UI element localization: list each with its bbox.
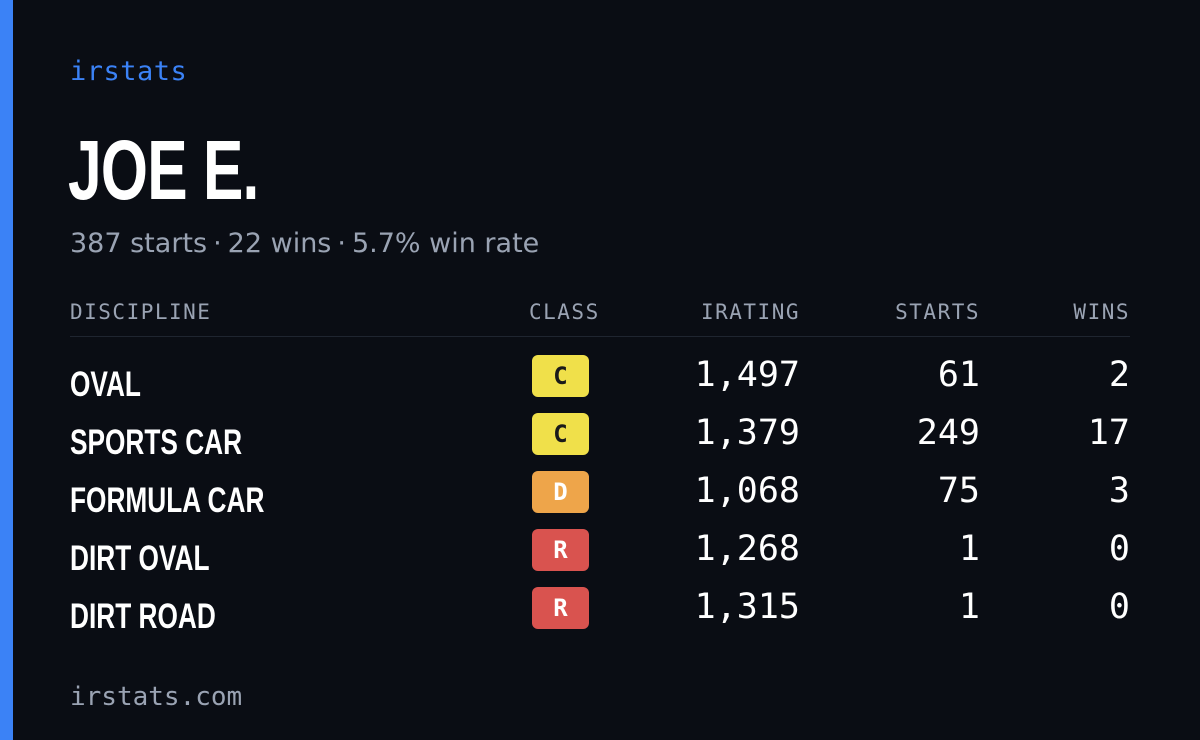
irating-value: 1,268 xyxy=(694,529,800,569)
class-badge: D xyxy=(532,471,589,513)
starts-value: 1 xyxy=(958,587,980,627)
table-row: DIRT OVAL R 1,268 1 0 xyxy=(70,527,1130,585)
table-row: DIRT ROAD R 1,315 1 0 xyxy=(70,585,1130,643)
starts-value: 61 xyxy=(937,355,980,395)
starts-value: 1 xyxy=(958,529,980,569)
wins-value: 17 xyxy=(1087,413,1130,453)
table-row: FORMULA CAR D 1,068 75 3 xyxy=(70,469,1130,527)
player-name: JOE E. xyxy=(68,123,259,217)
header-class: CLASS xyxy=(529,300,600,324)
wins-value: 0 xyxy=(1108,587,1130,627)
summary-separator: · xyxy=(337,228,346,259)
starts-value: 249 xyxy=(916,413,980,453)
summary-separator: · xyxy=(213,228,222,259)
irating-value: 1,379 xyxy=(694,413,800,453)
header-wins: WINS xyxy=(1073,300,1130,324)
discipline-name: DIRT OVAL xyxy=(70,539,210,578)
header-irating: IRATING xyxy=(700,300,800,324)
discipline-name: SPORTS CAR xyxy=(70,423,243,462)
summary-starts: 387 starts xyxy=(70,228,208,259)
stats-table: DISCIPLINE CLASS IRATING STARTS WINS OVA… xyxy=(70,298,1130,643)
class-badge: R xyxy=(532,529,589,571)
summary-win-rate: 5.7% win rate xyxy=(351,228,540,259)
discipline-name: OVAL xyxy=(70,365,141,404)
brand-logo: irstats xyxy=(70,56,188,87)
player-summary: 387 starts · 22 wins · 5.7% win rate xyxy=(70,228,539,259)
wins-value: 3 xyxy=(1108,471,1130,511)
wins-value: 2 xyxy=(1108,355,1130,395)
header-discipline: DISCIPLINE xyxy=(70,300,212,324)
class-badge: C xyxy=(532,413,589,455)
irating-value: 1,068 xyxy=(694,471,800,511)
class-badge: C xyxy=(532,355,589,397)
summary-wins: 22 wins xyxy=(227,228,332,259)
class-badge: R xyxy=(532,587,589,629)
wins-value: 0 xyxy=(1108,529,1130,569)
table-header: DISCIPLINE CLASS IRATING STARTS WINS xyxy=(70,298,1130,337)
discipline-name: FORMULA CAR xyxy=(70,481,265,520)
accent-bar xyxy=(0,0,13,740)
table-row: OVAL C 1,497 61 2 xyxy=(70,353,1130,411)
header-starts: STARTS xyxy=(895,300,980,324)
starts-value: 75 xyxy=(937,471,980,511)
irating-value: 1,315 xyxy=(694,587,800,627)
table-body: OVAL C 1,497 61 2 SPORTS CAR C 1,379 249 17 FORMUL… xyxy=(70,353,1130,643)
footer-url: irstats.com xyxy=(70,682,243,712)
table-row: SPORTS CAR C 1,379 249 17 xyxy=(70,411,1130,469)
discipline-name: DIRT ROAD xyxy=(70,597,216,636)
irating-value: 1,497 xyxy=(694,355,800,395)
